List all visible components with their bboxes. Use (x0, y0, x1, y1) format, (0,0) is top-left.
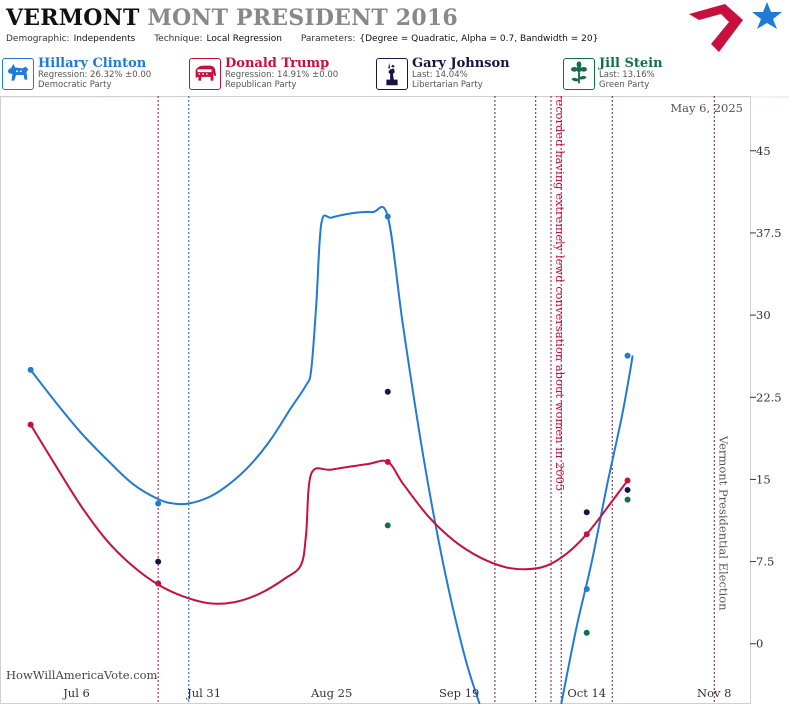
parameters-line: Demographic: Independents Technique: Local… (6, 34, 614, 44)
x-axis: Jul 6 Jul 31 Aug 25 Sep 19 Oct 14 Nov 8 (62, 686, 731, 700)
candidate-legend: Hillary Clinton Regression: 26.32% ±0.00… (0, 56, 789, 94)
x-tick-label: Jul 6 (62, 686, 90, 700)
candidate-name: Hillary Clinton (38, 56, 147, 71)
candidate-party: Libertarian Party (412, 80, 483, 90)
candidate-card-johnson[interactable]: Gary Johnson Last: 14.04% Libertarian Pa… (374, 56, 561, 94)
elephant-icon (189, 58, 221, 90)
candidate-stat: Last: 13.16% (599, 70, 655, 80)
page-title: VERMONT MONT PRESIDENT 2016 (6, 5, 458, 31)
data-point (27, 421, 34, 428)
series-points (27, 213, 631, 636)
x-tick-label: Jul 31 (186, 686, 221, 700)
x-tick-label: Oct 14 (567, 686, 606, 700)
candidate-stat: Regression: 14.91% ±0.00 (225, 70, 339, 80)
candidate-name: Gary Johnson (412, 56, 510, 71)
data-point (384, 388, 391, 395)
data-point (155, 500, 162, 507)
data-point (583, 531, 590, 538)
candidate-party: Democratic Party (38, 80, 112, 90)
y-tick-label: 7.5 (756, 555, 774, 569)
data-point (583, 585, 590, 592)
candidate-card-stein[interactable]: Jill Stein Last: 13.16% Green Party (561, 56, 748, 94)
candidate-stat: Last: 14.04% (412, 70, 468, 80)
poll-chart[interactable]: Trump recorded having extremely lewd con… (0, 51, 789, 705)
data-point (624, 477, 631, 484)
candidate-name: Donald Trump (225, 56, 330, 71)
event-lines (157, 96, 715, 704)
data-point (384, 213, 391, 220)
site-logo-icon[interactable] (685, 0, 789, 54)
watermark: HowWillAmericaVote.com (6, 668, 158, 682)
y-tick-label: 30 (756, 308, 771, 322)
series-line (560, 355, 634, 705)
technique-label: Technique: (154, 34, 203, 44)
data-point (384, 522, 391, 529)
candidate-party: Green Party (599, 80, 650, 90)
data-point (27, 366, 34, 373)
data-point (583, 629, 590, 636)
series-line (29, 424, 629, 605)
candidate-card-clinton[interactable]: Hillary Clinton Regression: 26.32% ±0.00… (0, 56, 187, 94)
y-tick-label: 0 (756, 637, 763, 651)
x-tick-label: Nov 8 (697, 686, 731, 700)
data-point (624, 496, 631, 503)
candidate-stat: Regression: 26.32% ±0.00 (38, 70, 152, 80)
y-tick-label: 45 (756, 144, 771, 158)
data-point (155, 558, 162, 565)
donkey-icon (2, 58, 34, 90)
series-line (29, 205, 481, 705)
x-tick-label: Sep 19 (439, 686, 479, 700)
data-point (155, 580, 162, 587)
chart-area: Trump recorded having extremely lewd con… (0, 51, 789, 705)
demographic-value[interactable]: Independents (73, 34, 136, 44)
y-axis: 0 7.5 15 22.5 30 37.5 45 (750, 144, 782, 651)
annotations: Trump recorded having extremely lewd con… (553, 51, 730, 611)
candidate-party: Republican Party (225, 80, 297, 90)
annotation-text: Trump recorded having extremely lewd con… (553, 96, 567, 491)
data-point (384, 458, 391, 465)
y-tick-label: 22.5 (756, 390, 782, 404)
x-tick-label: Aug 25 (310, 686, 352, 700)
liberty-icon (376, 58, 408, 90)
parameters-value[interactable]: {Degree = Quadratic, Alpha = 0.7, Bandwi… (359, 34, 599, 44)
parameters-label: Parameters: (300, 34, 356, 44)
data-point (624, 352, 631, 359)
header: VERMONT MONT PRESIDENT 2016 Demographic:… (0, 0, 789, 56)
candidate-card-trump[interactable]: Donald Trump Regression: 14.91% ±0.00 Re… (187, 56, 374, 94)
series-lines (29, 205, 634, 705)
title-race: MONT PRESIDENT 2016 (147, 5, 458, 31)
data-point (583, 509, 590, 516)
y-tick-label: 37.5 (756, 226, 782, 240)
plot-frame (0, 96, 751, 704)
y-tick-label: 15 (756, 472, 771, 486)
title-state: VERMONT (6, 5, 140, 31)
data-point (624, 486, 631, 493)
annotation-text: Vermont Presidential Election (716, 435, 730, 611)
technique-value[interactable]: Local Regression (206, 34, 282, 44)
date-label: May 6, 2025 (670, 101, 743, 115)
flower-icon (563, 58, 595, 90)
demographic-label: Demographic: (6, 34, 70, 44)
candidate-name: Jill Stein (599, 56, 663, 71)
